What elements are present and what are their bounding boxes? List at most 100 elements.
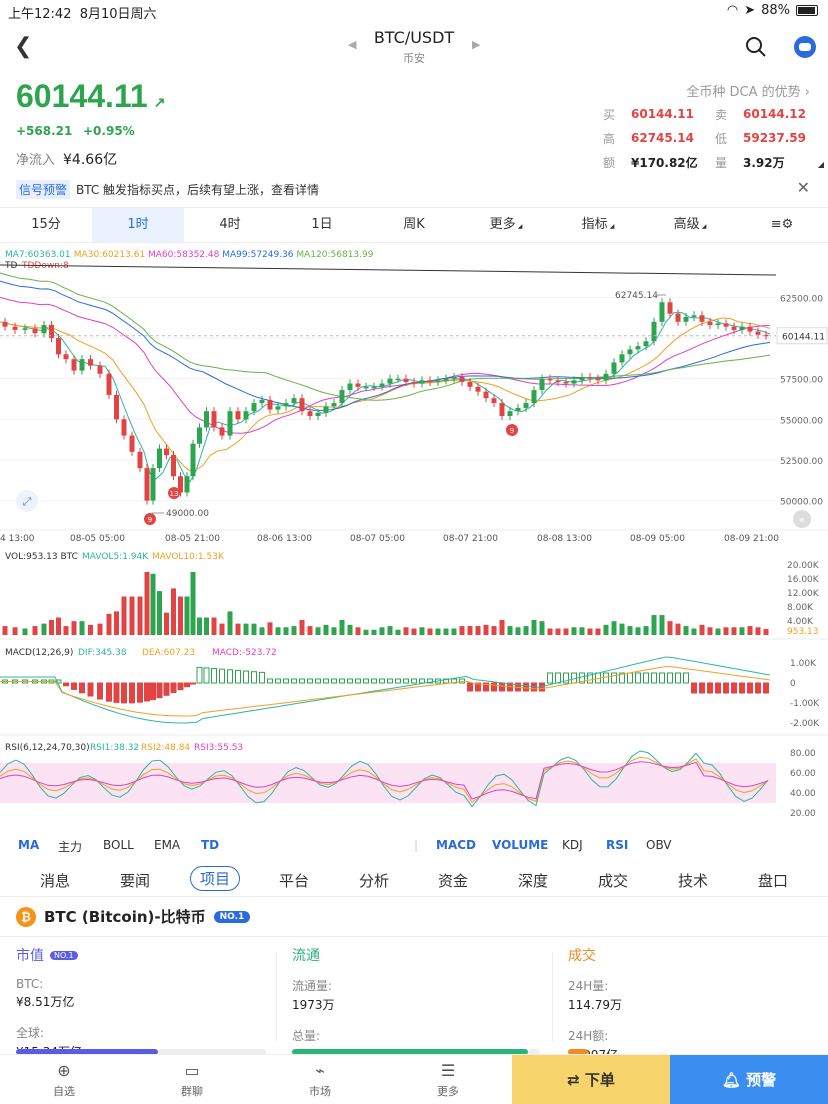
tab-timeframe-5[interactable]: 更多 ◢ — [489, 217, 523, 232]
dca-link[interactable]: 全币种 DCA 的优势 › — [686, 85, 810, 100]
macd-bar — [683, 672, 689, 684]
volume-bar — [283, 627, 289, 635]
info-tab-0[interactable]: 消息 — [40, 872, 71, 890]
chart-settings-icon[interactable]: ≡⚙ — [770, 217, 794, 232]
indicator-sub-macd[interactable]: MACD — [436, 838, 476, 852]
candle-body — [171, 455, 176, 477]
dea-legend: DEA:607.23 — [142, 648, 195, 658]
info-tab-7[interactable]: 成交 — [598, 872, 629, 890]
info-tab-5[interactable]: 资金 — [438, 872, 469, 890]
close-icon[interactable]: ✕ — [796, 178, 810, 197]
macd-bar — [419, 678, 425, 684]
indicator-main-boll[interactable]: BOLL — [103, 838, 134, 852]
macd-bar — [184, 682, 190, 688]
tab-market[interactable]: ⌁ 市场 — [256, 1055, 384, 1104]
volume-bar — [379, 627, 385, 635]
macd-bar — [97, 682, 103, 700]
expand-chart-icon[interactable] — [16, 490, 38, 512]
tab-timeframe-7[interactable]: 高级 ◢ — [673, 217, 707, 232]
info-tab-6[interactable]: 深度 — [518, 872, 549, 890]
macd-bar — [259, 671, 265, 684]
status-time: 上午12:42 — [8, 7, 72, 22]
indicator-main-ema[interactable]: EMA — [154, 838, 181, 852]
info-tab-1[interactable]: 要闻 — [120, 872, 151, 890]
indicator-selector: MA 主力 BOLL EMA TD | MACD VOLUME KDJ RSI OBV — [0, 835, 828, 857]
macd-bar — [267, 678, 273, 684]
tab-timeframe-2[interactable]: 4时 — [219, 217, 241, 232]
volume-bar — [475, 626, 481, 635]
time-axis-label: 08-07 21:00 — [443, 534, 498, 544]
tab-more[interactable]: ☰ 更多 — [384, 1055, 512, 1104]
indicator-main-ma[interactable]: MA — [18, 838, 40, 852]
alert-text: BTC 触发指标买点，后续有望上涨，查看详情 — [76, 183, 320, 197]
volume-bar — [683, 626, 689, 635]
info-tab-9[interactable]: 盘口 — [758, 872, 789, 890]
card-progress-bar — [16, 1049, 158, 1055]
scroll-left-icon[interactable] — [793, 510, 811, 528]
candle-body — [531, 390, 537, 404]
tab-timeframe-1[interactable]: 1时 — [92, 208, 184, 242]
card-title: 流通 — [292, 948, 320, 964]
back-icon[interactable]: ❮ — [14, 34, 33, 59]
macd-bar — [627, 672, 633, 684]
volume-bar — [331, 627, 337, 635]
search-icon[interactable] — [745, 36, 767, 58]
volume-bar — [459, 626, 465, 635]
info-tabs: 消息 要闻 项目 平台 分析 资金 深度 成交 技术 盘口 — [0, 864, 828, 896]
candle-body — [499, 403, 505, 417]
volume-bar — [715, 628, 721, 635]
candle-body — [106, 373, 112, 395]
candle-body — [371, 386, 377, 389]
indicator-sub-obv[interactable]: OBV — [646, 838, 672, 852]
indicator-sub-rsi[interactable]: RSI — [606, 838, 629, 852]
rank-badge: NO.1 — [50, 950, 78, 960]
candle-body — [627, 349, 633, 355]
trendline — [0, 264, 777, 276]
volume-bar — [555, 628, 561, 635]
candle-body — [395, 378, 401, 381]
td-marker-label: 9 — [510, 427, 514, 435]
tab-timeframe-0[interactable]: 15分 — [31, 217, 61, 232]
info-tab-8[interactable]: 技术 — [678, 872, 709, 890]
td-legend: TD — [4, 261, 17, 271]
order-button[interactable]: ⇄ 下单 — [512, 1055, 670, 1104]
indicator-main-td[interactable]: TD — [201, 838, 220, 852]
indicator-sub-kdj[interactable]: KDJ — [562, 838, 583, 852]
indicator-sub-volume[interactable]: VOLUME — [492, 838, 549, 852]
next-pair-icon[interactable]: ▶ — [472, 38, 481, 51]
volume-bar — [267, 622, 273, 635]
macd-bar — [739, 682, 745, 694]
volume-bar — [539, 621, 545, 635]
volume-bar — [144, 572, 150, 635]
kline-chart[interactable]: MA7:60363.01 MA30:60213.61 MA60:58352.48 MA… — [0, 243, 828, 833]
volume-bar — [299, 619, 305, 635]
candle-body — [507, 411, 513, 417]
tab-timeframe-6[interactable]: 指标 ◢ — [581, 217, 615, 232]
robot-icon[interactable] — [794, 36, 816, 58]
info-tab-4[interactable]: 分析 — [359, 872, 390, 890]
alert-button[interactable]: 🔔︎ 预警 — [670, 1055, 828, 1104]
macd-bar — [323, 678, 329, 684]
info-tab-3[interactable]: 平台 — [279, 872, 310, 890]
candle-body — [204, 411, 209, 428]
candle-body — [483, 391, 489, 399]
prev-pair-icon[interactable]: ◀ — [348, 38, 357, 51]
info-tab-2[interactable]: 项目 — [190, 866, 241, 891]
tab-timeframe-3[interactable]: 1日 — [311, 217, 333, 232]
tab-favorites[interactable]: ⊕ 自选 — [0, 1055, 128, 1104]
macd-bar — [196, 666, 203, 684]
volume-bar — [219, 623, 225, 635]
bitcoin-icon: ₿ — [16, 906, 36, 927]
expand-corner-icon[interactable]: ◢ — [817, 160, 824, 169]
indicator-main-主力[interactable]: 主力 — [58, 840, 83, 854]
card-value: 1973万 — [292, 998, 335, 1012]
signal-alert[interactable]: 信号预警 BTC 触发指标买点，后续有望上涨，查看详情 ✕ — [0, 176, 828, 202]
tab-timeframe-4[interactable]: 周K — [403, 217, 425, 232]
volume-bar — [164, 612, 169, 635]
td-marker-label: 13 — [170, 490, 179, 498]
tab-group-chat[interactable]: ▭ 群聊 — [128, 1055, 256, 1104]
macd-bar — [190, 682, 196, 685]
mavol5-legend: MAVOL5:1.94K — [82, 552, 149, 562]
netflow: 净流入 ¥4.66亿 — [16, 152, 118, 168]
time-axis-label: 08-05 21:00 — [165, 534, 220, 544]
